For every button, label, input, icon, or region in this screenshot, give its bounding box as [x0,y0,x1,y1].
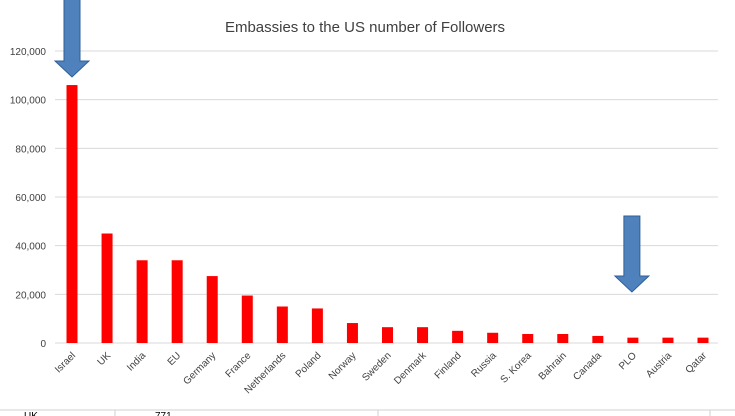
bar [452,330,464,343]
x-tick-label: Finland [433,350,464,381]
bar [662,337,674,343]
annotations [53,0,651,293]
y-tick-label: 80,000 [15,144,46,155]
x-tick-label: Germany [181,350,218,387]
bar [136,260,148,343]
bar [627,337,639,343]
x-tick-label: UK [96,350,114,368]
bar [66,85,78,344]
bar [241,295,253,343]
bar [382,327,393,343]
x-tick-label: Sweden [360,350,393,383]
x-tick-label: PLO [617,350,639,372]
bar [206,276,218,343]
y-tick-label: 0 [40,339,46,350]
x-tick-label: S. Korea [499,350,535,386]
bar [311,308,323,343]
y-tick-label: 60,000 [15,193,46,204]
bar [171,260,183,343]
x-tick-label: EU [166,350,184,368]
bar [417,327,429,343]
chart-title: Embassies to the US number of Followers [225,19,505,36]
bar [697,337,709,343]
x-tick-label: India [125,350,148,373]
x-tick-label: Austria [644,350,674,380]
bars [66,85,709,344]
y-tick-label: 120,000 [10,47,47,58]
y-tick-label: 100,000 [10,96,47,107]
x-tick-label: France [224,350,254,380]
sheet-fragment-right: 771 [155,411,172,416]
x-tick-label: Denmark [392,350,429,387]
y-tick-label: 20,000 [15,290,46,301]
x-tick-label: Bahrain [537,350,569,382]
down-arrow-icon [613,215,651,293]
y-axis-ticks: 0 20,000 40,000 60,000 80,000 100,000 120,000 [10,47,47,350]
bar [592,335,604,343]
y-tick-label: 40,000 [15,242,46,253]
x-tick-label: Russia [469,350,499,380]
gridlines [55,50,718,344]
bar [487,332,499,343]
bar [276,306,288,343]
x-tick-label: Qatar [684,350,710,376]
sheet-fragment-left: UK [24,411,38,416]
x-tick-label: Canada [571,350,604,383]
x-tick-label: Israel [53,350,78,375]
bar [101,233,113,343]
down-arrow-icon [53,0,91,78]
x-tick-label: Norway [327,350,359,382]
bar [557,333,569,343]
bar [346,323,358,343]
bar [522,333,534,343]
x-tick-label: Poland [294,350,324,380]
